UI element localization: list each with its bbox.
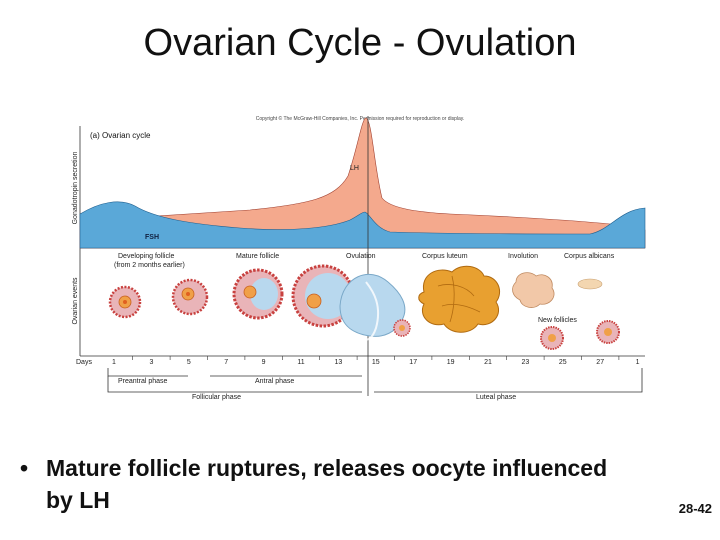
day-tick-label: 25	[559, 359, 567, 366]
bullet-marker: •	[20, 455, 29, 481]
involution-body	[512, 272, 555, 308]
corpus-luteum	[418, 265, 500, 333]
antral-follicle	[232, 268, 284, 320]
follicular-phase-label: Follicular phase	[192, 394, 241, 401]
days-label: Days	[76, 359, 92, 366]
day-tick-label: 1	[112, 359, 116, 366]
stage-developing-follicle: Developing follicle	[118, 253, 175, 260]
day-tick-label: 7	[224, 359, 228, 366]
day-tick-label: 9	[262, 359, 266, 366]
luteal-bracket	[374, 368, 643, 393]
y-label-ovarian-events: Ovarian events	[72, 277, 79, 325]
ovulating-follicle	[339, 273, 411, 341]
y-label-gonadotropin: Gonadotropin secretion	[72, 152, 79, 225]
corpus-albicans	[577, 278, 603, 290]
fsh-curve-area	[79, 201, 646, 249]
day-tick-label: 21	[484, 359, 492, 366]
stage-corpus-albicans: Corpus albicans	[564, 253, 615, 260]
day-tick-label: 3	[149, 359, 153, 366]
stage-corpus-luteum: Corpus luteum	[422, 253, 468, 260]
stage-ovulation: Ovulation	[346, 253, 376, 260]
day-tick-label: 13	[335, 359, 343, 366]
bullet-text: Mature follicle ruptures, releases oocyt…	[46, 455, 608, 513]
day-tick-label: 17	[409, 359, 417, 366]
fsh-label: FSH	[145, 234, 159, 241]
stage-mature-follicle: Mature follicle	[236, 253, 279, 260]
day-tick-label: 27	[596, 359, 604, 366]
page-number: 28-42	[678, 501, 712, 516]
panel-label: (a) Ovarian cycle	[90, 131, 151, 140]
day-tick-label: 15	[372, 359, 380, 366]
preantral-phase-label: Preantral phase	[118, 378, 168, 385]
new-follicle-1	[540, 326, 564, 350]
day-ticks: 1 3 5 7 9 11 13 15 17 19 21 23 25 27 1	[112, 356, 640, 366]
preantral-bracket	[107, 368, 188, 377]
stage-involution: Involution	[508, 253, 538, 260]
slide-title: Ovarian Cycle - Ovulation	[143, 22, 577, 64]
follicular-bracket	[107, 376, 362, 393]
copyright-notice: Copyright © The McGraw-Hill Companies, I…	[256, 115, 465, 122]
day-tick-label: 19	[447, 359, 455, 366]
developing-follicle-1	[108, 285, 142, 319]
lh-label: LH	[350, 165, 359, 172]
day-tick-label: 11	[297, 359, 304, 366]
new-follicle-2	[596, 320, 620, 344]
lh-curve-area	[79, 117, 646, 249]
antral-phase-label: Antral phase	[255, 378, 294, 385]
developing-follicle-2	[171, 278, 209, 316]
stage-new-follicles: New follicles	[538, 317, 577, 324]
ovarian-cycle-figure: Copyright © The McGraw-Hill Companies, I…	[72, 115, 646, 401]
luteal-phase-label: Luteal phase	[476, 394, 516, 401]
day-tick-label: 5	[187, 359, 191, 366]
stage-developing-follicle-note: (from 2 months earlier)	[114, 262, 185, 269]
day-tick-label: 23	[522, 359, 530, 366]
day-tick-label: 1	[636, 359, 640, 366]
